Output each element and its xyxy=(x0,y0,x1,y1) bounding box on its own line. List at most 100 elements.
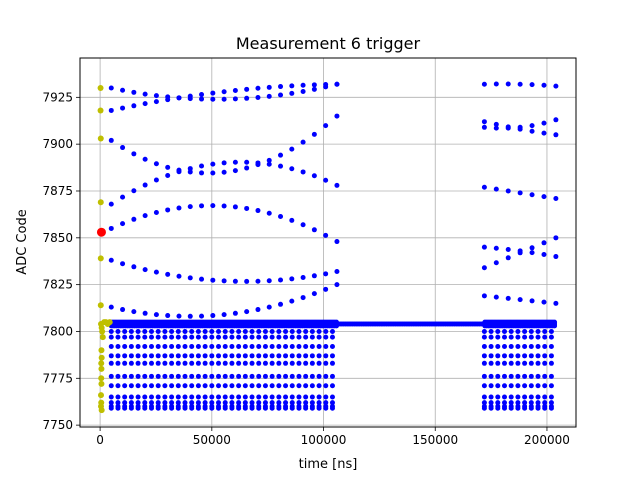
burst-point xyxy=(153,209,159,215)
x-axis-ticks: 0 50000 100000 150000 200000 xyxy=(96,427,570,447)
lower-row-point xyxy=(162,383,168,389)
lower-row-point xyxy=(481,343,487,349)
lower-row-point xyxy=(169,373,175,379)
lower-row-point xyxy=(236,343,242,349)
burst-point xyxy=(553,117,559,123)
lower-row-point xyxy=(548,394,554,400)
lower-row-point xyxy=(195,343,201,349)
lower-row-point xyxy=(542,353,548,359)
lower-row-point xyxy=(495,353,501,359)
burst-point xyxy=(266,84,272,90)
lower-row-point xyxy=(528,383,534,389)
lower-row-point xyxy=(189,383,195,389)
burst-point xyxy=(278,152,284,158)
lower-row-point xyxy=(122,383,128,389)
lower-row-point xyxy=(283,328,289,334)
burst-point xyxy=(300,169,306,175)
lower-row-point xyxy=(548,343,554,349)
lower-row-point xyxy=(323,394,329,400)
lower-row-point xyxy=(276,343,282,349)
lower-row-point xyxy=(209,334,215,340)
lower-row-point xyxy=(303,405,309,411)
lower-row-point xyxy=(236,353,242,359)
burst-point xyxy=(153,93,159,99)
lower-row-point xyxy=(316,360,322,366)
lower-row-point xyxy=(296,360,302,366)
lower-row-point xyxy=(189,373,195,379)
burst-point xyxy=(289,217,295,223)
lower-row-point xyxy=(256,343,262,349)
lower-row-point xyxy=(276,405,282,411)
burst-point xyxy=(244,309,250,315)
lower-row-point xyxy=(175,328,181,334)
lower-row-point xyxy=(316,394,322,400)
lower-row-point xyxy=(209,373,215,379)
lower-row-point xyxy=(303,360,309,366)
burst-point xyxy=(120,261,126,267)
lower-row-point xyxy=(542,334,548,340)
lower-row-point xyxy=(229,334,235,340)
burst-point xyxy=(266,304,272,310)
lower-row-point xyxy=(242,353,248,359)
y-tick-label: 7775 xyxy=(42,371,73,385)
burst-point xyxy=(300,274,306,280)
burst-point xyxy=(176,313,182,319)
x-tick-label: 200000 xyxy=(524,433,570,447)
lower-row-point xyxy=(522,383,528,389)
lower-row-point xyxy=(122,400,128,406)
lower-row-point xyxy=(548,400,554,406)
burst-point xyxy=(153,177,159,183)
lower-row-point xyxy=(303,400,309,406)
lower-row-point xyxy=(256,400,262,406)
burst-point xyxy=(300,222,306,228)
lower-row-point xyxy=(276,360,282,366)
lower-row-point xyxy=(202,400,208,406)
burst-point xyxy=(221,160,227,166)
burst-point xyxy=(244,205,250,211)
lower-row-point xyxy=(515,373,521,379)
lower-row-point xyxy=(108,360,114,366)
lower-row-point xyxy=(296,394,302,400)
lower-row-point xyxy=(522,343,528,349)
x-tick-label: 50000 xyxy=(193,433,231,447)
lower-row-point xyxy=(488,360,494,366)
lower-row-point xyxy=(329,343,335,349)
lower-row-point xyxy=(229,383,235,389)
burst-point xyxy=(199,92,205,98)
pre-trigger-point xyxy=(97,199,104,206)
lower-row-point xyxy=(202,394,208,400)
burst-point xyxy=(165,207,171,213)
lower-row-point xyxy=(495,400,501,406)
burst-point xyxy=(255,307,261,313)
lower-row-point xyxy=(502,360,507,366)
lower-row-point xyxy=(316,373,322,379)
pre-trigger-point xyxy=(99,328,106,335)
lower-row-point xyxy=(229,343,235,349)
burst-point xyxy=(255,208,261,214)
lower-row-point xyxy=(209,383,215,389)
lower-row-point xyxy=(175,334,181,340)
lower-row-point xyxy=(128,343,134,349)
lower-row-point xyxy=(155,373,161,379)
baseline-point xyxy=(552,319,558,325)
lower-row-point xyxy=(142,343,148,349)
lower-row-point xyxy=(195,373,201,379)
lower-row-point xyxy=(316,343,322,349)
burst-point xyxy=(153,269,159,275)
burst-point xyxy=(120,145,126,151)
burst-point xyxy=(517,124,523,130)
burst-point xyxy=(187,93,193,99)
burst-point xyxy=(493,260,499,266)
lower-row-point xyxy=(323,334,329,340)
lower-row-point xyxy=(169,353,175,359)
lower-row-point xyxy=(535,394,541,400)
lower-row-point xyxy=(202,383,208,389)
burst-point xyxy=(176,205,182,211)
plot-frame xyxy=(79,57,577,428)
lower-row-point xyxy=(309,353,315,359)
lower-row-point xyxy=(142,394,148,400)
burst-point xyxy=(541,82,547,88)
lower-row-point xyxy=(169,328,175,334)
lower-row-point xyxy=(142,400,148,406)
lower-row-point xyxy=(115,405,121,411)
